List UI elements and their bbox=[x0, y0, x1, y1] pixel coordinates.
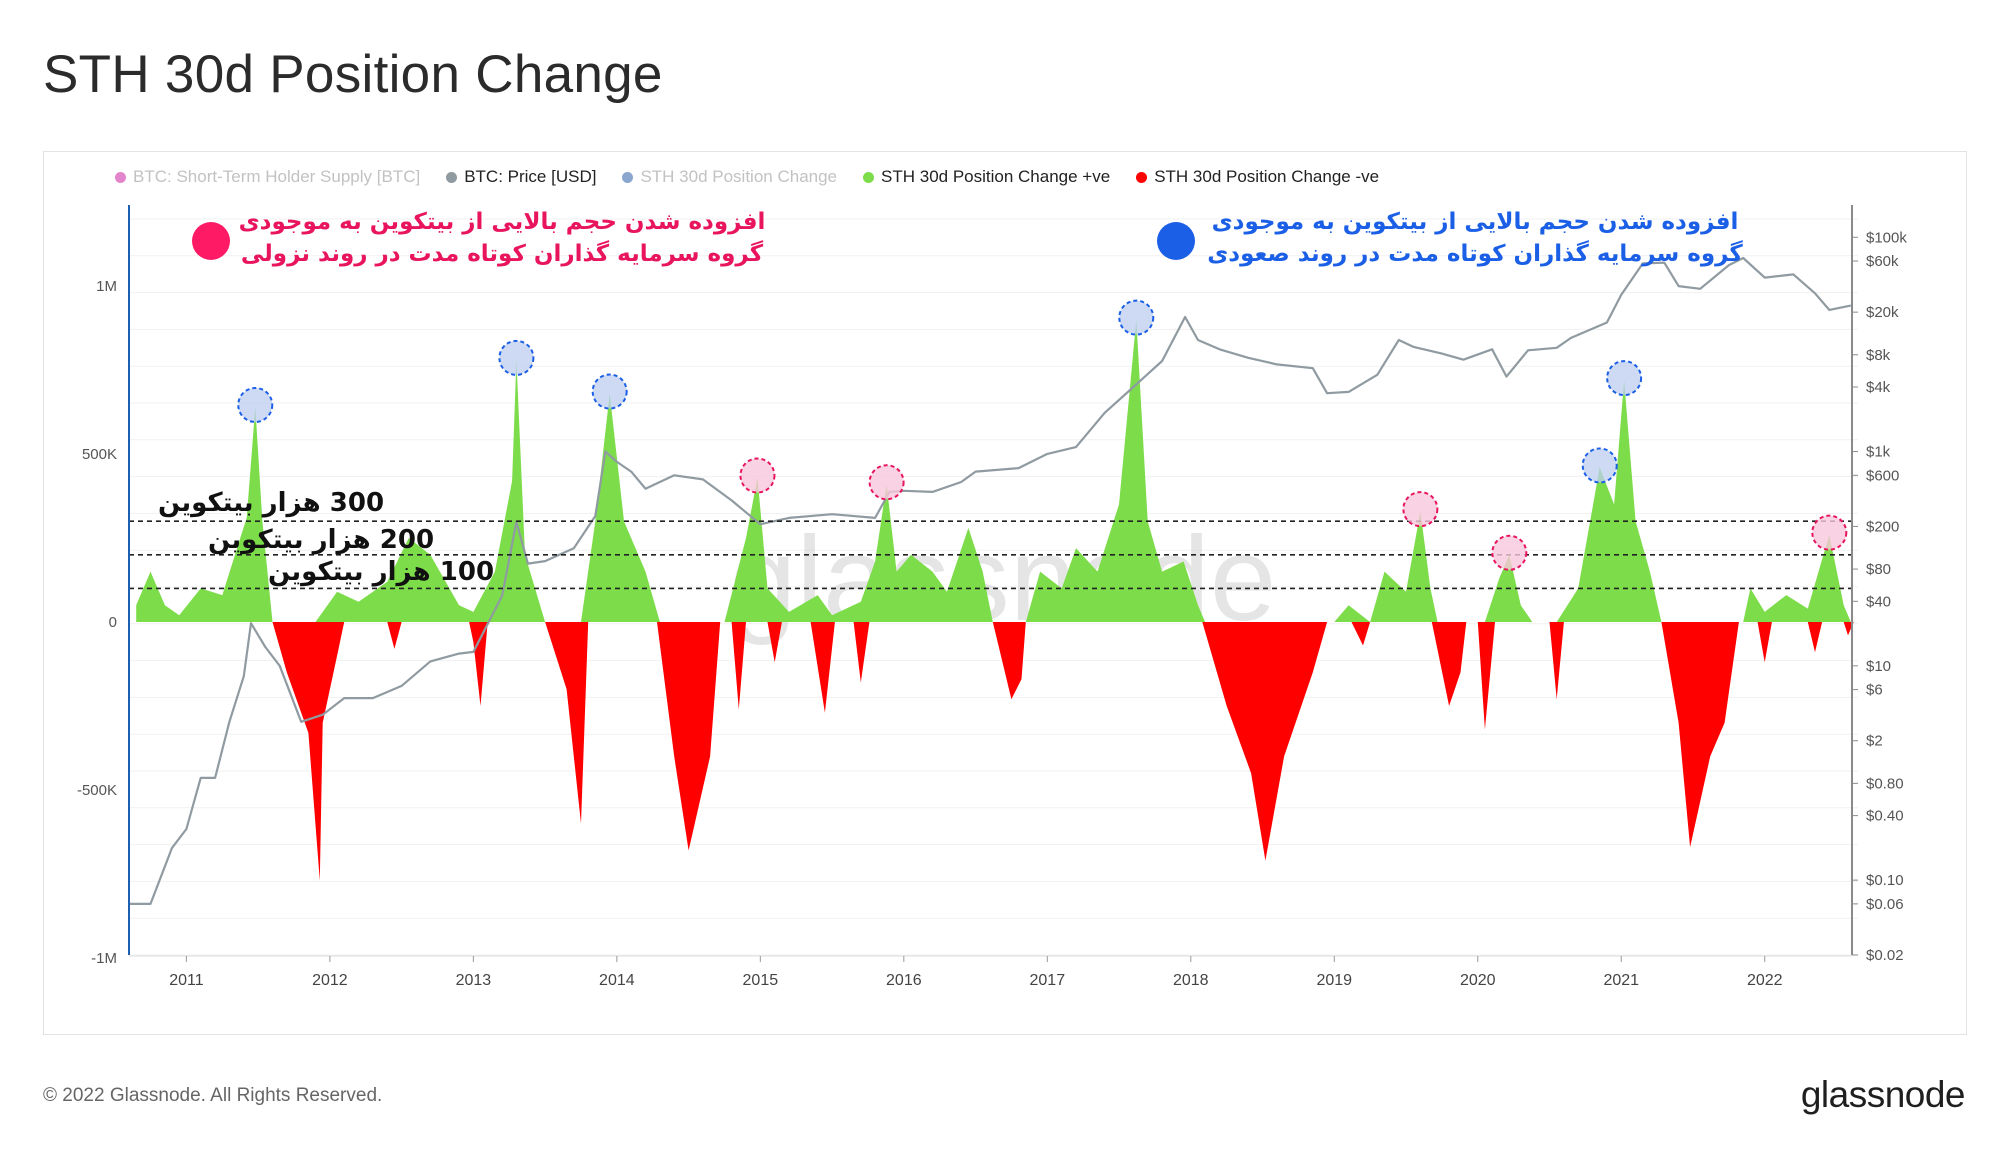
annotation-decline: افزوده شدن حجم بالایی از بیتکوین به موجو… bbox=[232, 206, 772, 270]
y-right-tick-label: $8k bbox=[1866, 347, 1891, 364]
y-right-tick-label: $20k bbox=[1866, 304, 1899, 321]
decline-marker-dot bbox=[192, 222, 230, 260]
peak-highlight-circle bbox=[1402, 491, 1439, 528]
annotation-rise: افزوده شدن حجم بالایی از بیتکوین به موجو… bbox=[1190, 206, 1760, 270]
y-right-tick-label: $10 bbox=[1866, 658, 1891, 675]
y-right-tick-label: $40 bbox=[1866, 593, 1891, 610]
y-right-tick-label: $100k bbox=[1866, 229, 1907, 246]
level-label-300k: 300 هزار بیتکوین bbox=[158, 488, 385, 518]
rise-marker-dot bbox=[1157, 222, 1195, 260]
legend-item-position-change[interactable]: STH 30d Position Change bbox=[622, 167, 837, 187]
x-tick-label: 2013 bbox=[456, 972, 492, 989]
peak-highlight-circle bbox=[1581, 447, 1618, 484]
x-tick-label: 2014 bbox=[599, 972, 635, 989]
y-right-tick-label: $0.02 bbox=[1866, 947, 1904, 964]
legend-item-sth-supply[interactable]: BTC: Short-Term Holder Supply [BTC] bbox=[115, 167, 420, 187]
legend-label: STH 30d Position Change bbox=[640, 167, 838, 186]
x-tick-label: 2017 bbox=[1030, 972, 1066, 989]
y-right-tick-label: $0.10 bbox=[1866, 872, 1904, 889]
peak-highlight-circle bbox=[1811, 514, 1848, 551]
glassnode-logo: glassnode bbox=[1800, 1074, 1966, 1115]
y-right-tick-label: $0.06 bbox=[1866, 896, 1904, 913]
legend-item-negative[interactable]: STH 30d Position Change -ve bbox=[1136, 167, 1379, 187]
y-left-tick-label: -1M bbox=[91, 950, 117, 967]
peak-highlight-circle bbox=[1491, 534, 1528, 571]
level-label-200k: 200 هزار بیتکوین bbox=[208, 525, 435, 555]
series-positive-area bbox=[136, 319, 1851, 622]
y-left-tick-label: 0 bbox=[109, 614, 117, 631]
legend-dot-icon bbox=[446, 171, 458, 183]
y-right-tick-label: $1k bbox=[1866, 444, 1891, 461]
legend-dot-icon bbox=[1136, 171, 1148, 183]
annotation-rise-line2: گروه سرمایه گذاران کوتاه مدت در روند صعو… bbox=[1207, 241, 1743, 267]
y-right-tick-label: $4k bbox=[1866, 379, 1891, 396]
peak-highlight-circle bbox=[868, 464, 905, 501]
peak-highlight-circle bbox=[591, 373, 628, 410]
legend-item-price[interactable]: BTC: Price [USD] bbox=[446, 167, 596, 187]
y-right-tick-label: $2 bbox=[1866, 733, 1883, 750]
legend-dot-icon bbox=[622, 171, 634, 183]
x-tick-label: 2016 bbox=[886, 972, 922, 989]
peak-highlight-circle bbox=[1606, 360, 1643, 397]
chart-frame bbox=[43, 151, 1967, 1035]
peak-highlight-circle bbox=[498, 339, 535, 376]
y-right-tick-label: $0.80 bbox=[1866, 775, 1904, 792]
peak-highlight-circle bbox=[739, 457, 776, 494]
series-negative-area bbox=[272, 622, 1854, 881]
y-right-tick-label: $0.40 bbox=[1866, 808, 1904, 825]
y-right-tick-label: $6 bbox=[1866, 682, 1883, 699]
legend-dot-icon bbox=[863, 171, 875, 183]
y-right-tick-label: $80 bbox=[1866, 561, 1891, 578]
peak-highlight-circle bbox=[237, 386, 274, 423]
y-left-tick-label: 500K bbox=[82, 446, 117, 463]
legend-label: BTC: Short-Term Holder Supply [BTC] bbox=[133, 167, 421, 186]
legend-label: BTC: Price [USD] bbox=[464, 167, 597, 186]
y-left-tick-label: -500K bbox=[77, 782, 117, 799]
x-tick-label: 2019 bbox=[1316, 972, 1352, 989]
y-right-tick-label: $600 bbox=[1866, 467, 1899, 484]
annotation-rise-line1: افزوده شدن حجم بالایی از بیتکوین به موجو… bbox=[1211, 209, 1739, 235]
y-left-tick-label: 1M bbox=[96, 278, 117, 295]
x-tick-label: 2020 bbox=[1460, 972, 1496, 989]
peak-highlight-circle bbox=[1118, 299, 1155, 336]
y-right-tick-label: $200 bbox=[1866, 518, 1899, 535]
x-tick-label: 2011 bbox=[169, 972, 204, 989]
y-right-tick-label: $60k bbox=[1866, 253, 1899, 270]
legend-dot-icon bbox=[115, 171, 126, 183]
series-price-line bbox=[129, 256, 1852, 905]
x-tick-label: 2015 bbox=[743, 972, 779, 989]
x-tick-label: 2021 bbox=[1603, 972, 1639, 989]
legend-label: STH 30d Position Change -ve bbox=[1154, 167, 1380, 186]
level-label-100k: 100 هزار بیتکوین bbox=[268, 557, 495, 587]
chart-legend: BTC: Short-Term Holder Supply [BTC] BTC:… bbox=[115, 167, 1379, 187]
x-tick-label: 2018 bbox=[1173, 972, 1209, 989]
annotation-decline-line2: گروه سرمایه گذاران کوتاه مدت در روند نزو… bbox=[240, 241, 764, 267]
x-tick-label: 2022 bbox=[1747, 972, 1783, 989]
copyright-footer: © 2022 Glassnode. All Rights Reserved. bbox=[43, 1085, 383, 1106]
annotation-decline-line1: افزوده شدن حجم بالایی از بیتکوین به موجو… bbox=[238, 209, 766, 235]
legend-item-positive[interactable]: STH 30d Position Change +ve bbox=[863, 167, 1110, 187]
x-tick-label: 2012 bbox=[312, 972, 348, 989]
legend-label: STH 30d Position Change +ve bbox=[881, 167, 1111, 186]
page-title: STH 30d Position Change bbox=[43, 45, 663, 104]
